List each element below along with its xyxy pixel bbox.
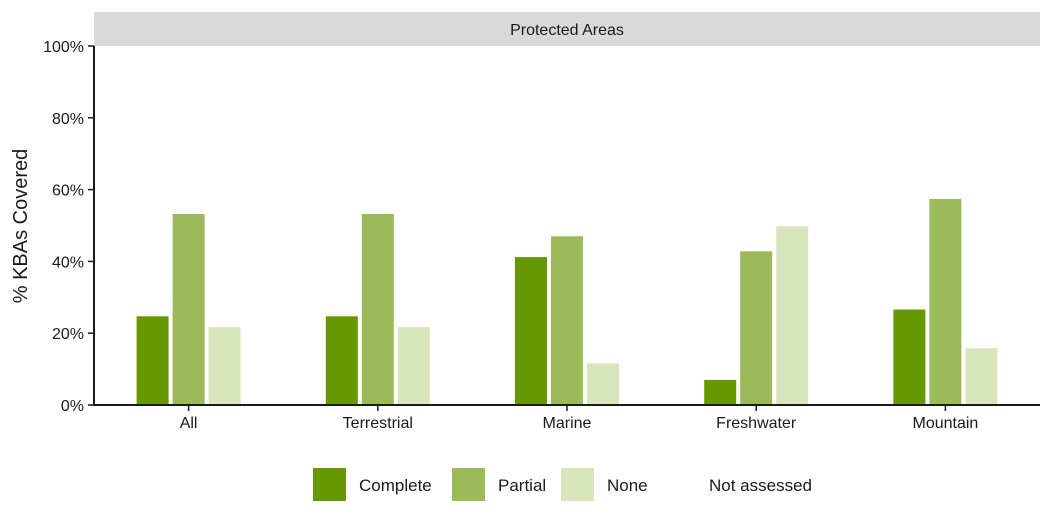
- bar-complete-all: [136, 316, 169, 405]
- bar-partial-mountain: [929, 198, 962, 405]
- bar-partial-all: [172, 214, 205, 405]
- legend-key-complete: [313, 468, 346, 501]
- bar-none-marine: [587, 363, 619, 405]
- y-tick-label: 0%: [61, 398, 84, 415]
- bar-complete-mountain: [893, 309, 926, 405]
- legend-label: None: [607, 476, 648, 495]
- y-tick-label: 20%: [52, 326, 84, 343]
- x-tick-label: Terrestrial: [343, 415, 413, 432]
- legend-key-none: [561, 468, 594, 501]
- y-tick-label: 40%: [52, 254, 84, 271]
- legend-label: Partial: [498, 476, 546, 495]
- y-tick-label: 80%: [52, 111, 84, 128]
- bar-none-mountain: [965, 348, 998, 405]
- x-tick-label: Freshwater: [716, 415, 797, 432]
- y-tick-label: 60%: [52, 183, 84, 200]
- bar-complete-marine: [515, 257, 547, 405]
- facet-strip: [94, 12, 1040, 46]
- plot-area: 0% 20% 40% 60% 80% 100% All Terrestrial Marine Fr…: [43, 39, 1040, 432]
- bar-partial-freshwater: [740, 251, 773, 405]
- bar-partial-marine: [551, 236, 583, 405]
- y-tick-label: 100%: [43, 39, 84, 56]
- bar-partial-terrestrial: [361, 214, 394, 405]
- y-axis-title: % KBAs Covered: [10, 149, 32, 304]
- legend-label: Complete: [359, 476, 432, 495]
- bar-complete-terrestrial: [325, 316, 358, 405]
- facet-title: Protected Areas: [510, 22, 624, 39]
- bar-none-terrestrial: [397, 327, 430, 405]
- legend-label: Not assessed: [709, 476, 812, 495]
- x-tick-label: All: [180, 415, 198, 432]
- legend-key-partial: [452, 468, 485, 501]
- legend: Complete Partial None Not assessed: [313, 468, 812, 501]
- bar-none-freshwater: [776, 226, 809, 405]
- x-tick-label: Mountain: [912, 415, 978, 432]
- x-tick-label: Marine: [543, 415, 592, 432]
- legend-key-not-assessed: [663, 468, 696, 501]
- bar-none-all: [208, 327, 241, 405]
- bar-complete-freshwater: [704, 379, 737, 405]
